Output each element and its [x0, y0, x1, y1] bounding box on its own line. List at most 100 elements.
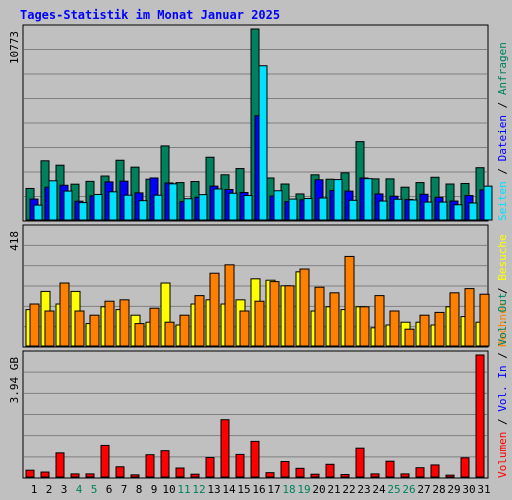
bar-seiten-day-22	[348, 199, 358, 221]
bar-volumen-day-2	[40, 471, 50, 478]
bar-rechner-day-16	[254, 300, 265, 347]
bar-rechner-day-8	[134, 323, 145, 347]
bar-seiten-day-3	[63, 190, 73, 221]
bar-rechner-day-6	[104, 300, 115, 347]
y-max-label-volume: 3.94 GB	[8, 357, 21, 404]
bar-rechner-day-21	[329, 292, 340, 347]
x-tick-label-day-12: 12	[192, 483, 205, 496]
bar-seiten-day-25	[393, 198, 403, 221]
bar-rechner-day-4	[74, 310, 85, 347]
bar-volumen-day-13	[205, 456, 215, 478]
bar-rechner-day-25	[389, 310, 400, 347]
bar-seiten-day-9	[153, 194, 163, 221]
bar-seiten-day-13	[213, 188, 223, 221]
bar-rechner-day-2	[44, 310, 55, 347]
x-tick-label-day-7: 7	[121, 483, 128, 496]
legend-vol-out: Vol. Out	[496, 293, 509, 346]
panel-frame	[22, 350, 489, 479]
x-tick-label-day-19: 19	[297, 483, 310, 496]
bar-volumen-day-29	[445, 474, 455, 478]
bar-volumen-day-4	[70, 473, 80, 478]
x-tick-label-day-10: 10	[162, 483, 175, 496]
bar-rechner-day-14	[224, 264, 235, 347]
x-tick-label-day-24: 24	[372, 483, 386, 496]
x-tick-label-day-30: 30	[462, 483, 475, 496]
bar-seiten-day-5	[93, 193, 103, 221]
bar-rechner-day-13	[209, 272, 220, 347]
bar-volumen-day-9	[145, 454, 155, 478]
x-tick-label-day-11: 11	[177, 483, 190, 496]
y-max-label-visits: 418	[8, 231, 21, 251]
bar-seiten-day-23	[363, 178, 373, 221]
x-tick-label-day-16: 16	[252, 483, 265, 496]
bar-volumen-day-18	[280, 461, 290, 478]
bar-volumen-day-20	[310, 473, 320, 478]
bar-volumen-day-23	[355, 447, 365, 478]
bar-seiten-day-16	[258, 65, 268, 221]
bar-volumen-day-22	[340, 474, 350, 478]
x-tick-label-day-14: 14	[222, 483, 236, 496]
y-max-label-requests: 10773	[8, 31, 21, 64]
bar-seiten-day-26	[408, 199, 418, 221]
bar-rechner-day-24	[374, 295, 385, 347]
x-tick-label-day-15: 15	[237, 483, 250, 496]
bar-rechner-day-3	[59, 282, 70, 347]
chart-title: Tages-Statistik im Monat Januar 2025	[20, 8, 280, 22]
bar-seiten-day-1	[33, 204, 43, 221]
x-tick-label-day-6: 6	[106, 483, 113, 496]
bar-seiten-day-27	[423, 201, 433, 221]
bar-volumen-day-30	[460, 457, 470, 478]
x-tick-label-day-31: 31	[477, 483, 490, 496]
x-tick-label-day-25: 25	[387, 483, 400, 496]
svg-text:Volumen / Vol. In / Vol. Out: Volumen / Vol. In / Vol. Out	[496, 293, 509, 478]
bar-seiten-day-2	[48, 180, 58, 221]
legend-volume: Volumen / Vol. In / Vol. Out	[496, 293, 509, 478]
bar-volumen-day-15	[235, 453, 245, 478]
bar-rechner-day-10	[164, 321, 175, 347]
svg-text:Rechner / Besuche: Rechner / Besuche	[496, 234, 509, 347]
legend-dateien: Dateien	[496, 115, 509, 161]
bar-seiten-day-31	[483, 185, 493, 221]
legend-separator: /	[496, 412, 509, 432]
panel-visits	[22, 224, 490, 348]
bar-volumen-day-27	[415, 467, 425, 478]
x-tick-label-day-5: 5	[91, 483, 98, 496]
bar-seiten-day-29	[453, 204, 463, 221]
bar-seiten-day-24	[378, 200, 388, 221]
bar-volumen-day-6	[100, 444, 110, 478]
panel-frame	[22, 224, 489, 348]
legend-separator: /	[496, 95, 509, 115]
bar-seiten-day-11	[183, 198, 193, 221]
bar-rechner-day-12	[194, 295, 205, 347]
bar-rechner-day-1	[29, 303, 40, 347]
bar-rechner-day-18	[284, 285, 295, 347]
x-tick-label-day-26: 26	[402, 483, 415, 496]
bar-rechner-day-28	[434, 311, 445, 347]
bar-rechner-day-7	[119, 299, 130, 347]
bar-volumen-day-21	[325, 463, 335, 478]
bar-volumen-day-11	[175, 467, 185, 478]
bar-seiten-day-30	[468, 202, 478, 221]
bar-seiten-day-10	[168, 183, 178, 221]
bar-rechner-day-9	[149, 307, 160, 347]
bar-volumen-day-14	[220, 419, 230, 478]
panel-volume	[22, 350, 489, 479]
x-tick-label-day-4: 4	[76, 483, 83, 496]
bar-seiten-day-17	[273, 190, 283, 221]
x-tick-label-day-2: 2	[46, 483, 53, 496]
bar-volumen-day-25	[385, 460, 395, 478]
bar-seiten-day-12	[198, 194, 208, 221]
bar-seiten-day-21	[333, 179, 343, 221]
legend-rechner: Rechner	[496, 300, 509, 347]
bar-seiten-day-20	[318, 197, 328, 221]
bar-rechner-day-29	[449, 292, 460, 347]
bar-seiten-day-14	[228, 192, 238, 221]
x-tick-label-day-23: 23	[357, 483, 370, 496]
bar-rechner-day-23	[359, 306, 370, 347]
bar-seiten-day-8	[138, 200, 148, 221]
bar-volumen-day-8	[130, 474, 140, 478]
x-tick-label-day-13: 13	[207, 483, 220, 496]
bar-rechner-day-26	[404, 328, 415, 347]
